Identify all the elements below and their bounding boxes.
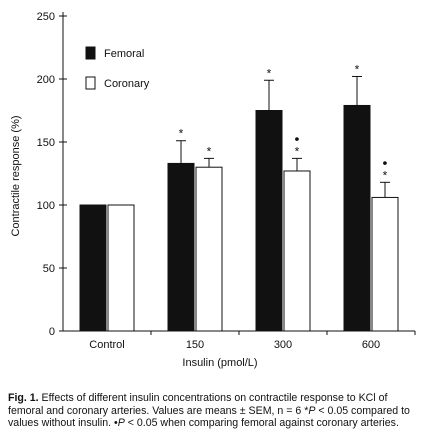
legend-label: Femoral: [104, 48, 144, 60]
x-tick-label: 150: [186, 339, 204, 351]
legend-label: Coronary: [104, 78, 150, 90]
bar-femoral: [79, 204, 107, 332]
bar-femoral: [255, 110, 283, 332]
bar-femoral: [343, 104, 371, 332]
significance-star: *: [295, 144, 300, 158]
caption-text: Effects of different insulin concentrati…: [8, 392, 388, 417]
y-axis: 0 50 100 150 200 250: [37, 11, 67, 338]
caption-p-symbol: P: [117, 417, 125, 430]
figure-caption: Fig. 1. Effects of different insulin con…: [8, 392, 418, 430]
x-tick-label: 300: [274, 339, 292, 351]
bar-coronary: [195, 166, 223, 332]
legend: Femoral Coronary: [85, 46, 150, 90]
bars: [79, 104, 399, 332]
x-tick-label: Control: [89, 339, 124, 351]
significance-star: *: [383, 168, 388, 182]
error-bars: [176, 75, 390, 198]
caption-p-symbol: P: [308, 404, 316, 417]
bar-coronary: [371, 196, 399, 332]
significance-dot: •: [295, 130, 300, 146]
significance-star: *: [207, 144, 212, 158]
caption-label: Fig. 1.: [8, 392, 39, 404]
y-tick-label: 200: [37, 74, 55, 86]
caption-text: < 0.05 compared to values without insuli…: [8, 404, 410, 430]
bar-coronary: [107, 204, 135, 332]
significance-star: *: [267, 66, 272, 80]
bar-coronary: [283, 170, 311, 332]
significance-marks: ** ** *•*•: [179, 62, 388, 182]
legend-swatch-coronary: [85, 76, 96, 90]
y-tick-label: 150: [37, 137, 55, 149]
x-axis-label: Insulin (pmol/L): [182, 357, 257, 369]
bar-femoral: [167, 162, 195, 332]
significance-star: *: [355, 62, 360, 76]
legend-swatch-femoral: [85, 46, 96, 60]
y-tick-label: 0: [49, 326, 55, 338]
y-tick-label: 50: [43, 263, 55, 275]
caption-text: < 0.05 when comparing femoral against co…: [124, 417, 399, 430]
significance-star: *: [179, 127, 184, 141]
y-tick-label: 250: [37, 11, 55, 23]
x-tick-label: 600: [362, 339, 380, 351]
y-tick-label: 100: [37, 200, 55, 212]
y-axis-label: Contractile response (%): [10, 115, 22, 236]
significance-dot: •: [383, 154, 388, 170]
x-axis: Control 150 300 600: [63, 330, 416, 351]
